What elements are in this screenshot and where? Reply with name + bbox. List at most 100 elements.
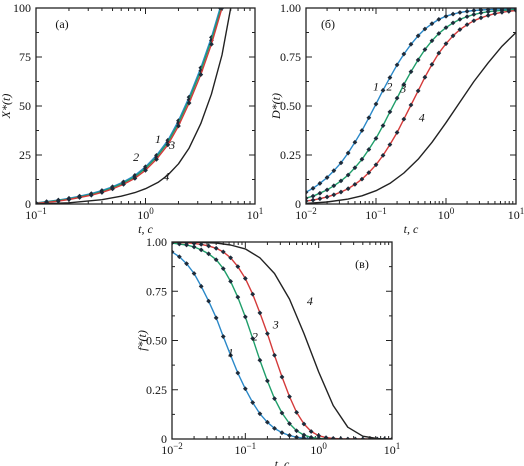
data-point-3 (331, 192, 337, 198)
curve-label-4: 4 (307, 294, 313, 308)
x-tick-label: 10−2 (295, 206, 317, 222)
series-line-1 (306, 8, 516, 193)
tick-base: 10 (247, 208, 259, 222)
data-point-1 (242, 386, 248, 392)
x-tick-label: 100 (310, 441, 327, 457)
data-point-2 (228, 279, 234, 284)
data-point-1 (457, 10, 463, 15)
data-point-3 (422, 74, 428, 80)
data-point-3 (401, 116, 407, 122)
data-point-3 (257, 310, 263, 316)
data-point-1 (184, 261, 189, 267)
data-point-3 (373, 162, 379, 168)
data-point-3 (99, 190, 105, 195)
data-point-1 (415, 33, 421, 39)
data-point-2 (250, 336, 256, 341)
data-point-2 (373, 135, 379, 141)
data-point-3 (121, 182, 126, 187)
plot-frame (35, 7, 256, 205)
tick-base: 10 (310, 443, 322, 457)
data-point-2 (457, 16, 463, 22)
data-point-1 (186, 94, 192, 100)
data-point-3 (191, 242, 197, 246)
y-tick-label: 100 (13, 1, 31, 15)
data-point-2 (301, 432, 307, 438)
data-point-1 (324, 175, 330, 180)
data-point-1 (422, 26, 428, 32)
tick-exponent: 0 (322, 441, 327, 451)
tick-exponent: 0 (149, 206, 154, 216)
tick-base: 10 (295, 208, 307, 222)
data-point-3 (310, 197, 316, 203)
data-point-3 (165, 142, 171, 148)
data-point-3 (478, 15, 484, 21)
series-line-4 (306, 31, 516, 204)
data-point-1 (287, 433, 292, 438)
data-point-2 (352, 165, 358, 171)
data-point-3 (198, 72, 204, 78)
data-point-3 (380, 152, 386, 158)
data-point-3 (436, 50, 442, 56)
data-point-3 (66, 197, 72, 202)
y-axis-label: f*(t) (135, 330, 149, 351)
data-point-1 (176, 254, 182, 260)
y-axis-label: D*(t) (269, 93, 283, 120)
curve-label-3: 3 (168, 138, 175, 152)
data-point-3 (316, 433, 322, 439)
data-point-3 (366, 170, 372, 176)
data-point-3 (186, 100, 192, 106)
curve-label-3: 3 (272, 318, 279, 332)
data-point-2 (359, 156, 365, 162)
data-point-3 (317, 196, 323, 202)
data-point-2 (191, 244, 197, 250)
data-point-3 (429, 62, 435, 67)
data-point-3 (499, 9, 505, 15)
tick-base: 10 (438, 208, 450, 222)
series-group (172, 242, 392, 439)
x-tick-label: 10−1 (25, 206, 47, 222)
data-point-1 (380, 87, 386, 93)
y-tick-label: 0 (25, 197, 31, 211)
x-axis-label: t, с (404, 222, 419, 236)
plot-frame (171, 241, 393, 440)
data-point-3 (206, 243, 212, 249)
data-point-2 (317, 190, 323, 196)
data-point-2 (279, 410, 285, 416)
data-point-3 (279, 374, 285, 380)
series-line-2 (36, 8, 222, 204)
data-point-3 (220, 249, 226, 255)
data-point-1 (338, 160, 344, 166)
y-tick-label: 75 (19, 50, 31, 64)
data-point-2 (485, 9, 491, 15)
series-line-4 (172, 242, 392, 439)
data-point-3 (55, 198, 61, 204)
data-point-3 (450, 33, 456, 39)
panel-tag: (в) (355, 257, 369, 271)
data-point-1 (310, 185, 316, 191)
data-point-1 (450, 11, 456, 17)
y-tick-label: 0.50 (280, 99, 301, 113)
curve-label-1: 1 (373, 79, 379, 93)
data-point-3 (154, 156, 159, 162)
data-point-2 (265, 378, 270, 384)
x-tick-label: 101 (247, 206, 264, 222)
y-tick-label: 1.00 (280, 1, 301, 15)
data-point-3 (294, 410, 299, 415)
data-point-1 (464, 8, 470, 14)
data-point-2 (492, 8, 498, 14)
series-line-4 (36, 8, 232, 204)
data-point-3 (394, 130, 400, 135)
data-point-2 (206, 251, 212, 257)
series-group (36, 8, 232, 204)
y-tick-label: 1.00 (146, 235, 167, 249)
data-point-2 (366, 147, 372, 152)
curve-label-2: 2 (386, 79, 392, 93)
data-point-3 (287, 394, 292, 400)
data-point-2 (324, 187, 330, 193)
data-point-2 (213, 257, 219, 263)
data-point-1 (228, 352, 234, 358)
data-point-2 (338, 178, 344, 184)
data-point-1 (401, 51, 407, 57)
